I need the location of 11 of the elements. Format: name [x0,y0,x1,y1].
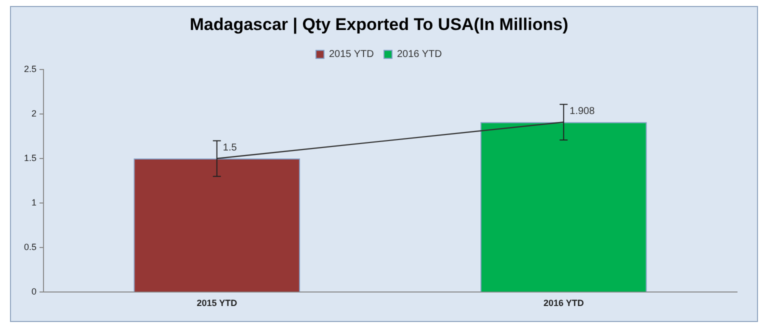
y-tick-label: 2.5 [24,64,37,74]
legend-label: 2015 YTD [328,49,374,60]
y-tick-label: 1 [31,198,37,208]
chart-title: Madagascar | Qty Exported To USA(In Millions) [190,14,568,34]
y-tick-label: 0.5 [24,242,37,252]
y-tick-label: 2 [31,108,37,118]
y-tick-label: 1.5 [24,153,37,164]
data-label: 1.908 [570,106,596,117]
data-label: 1.5 [222,142,238,154]
y-tick-label: 0 [31,286,37,297]
legend-label: 2016 YTD [397,49,442,60]
